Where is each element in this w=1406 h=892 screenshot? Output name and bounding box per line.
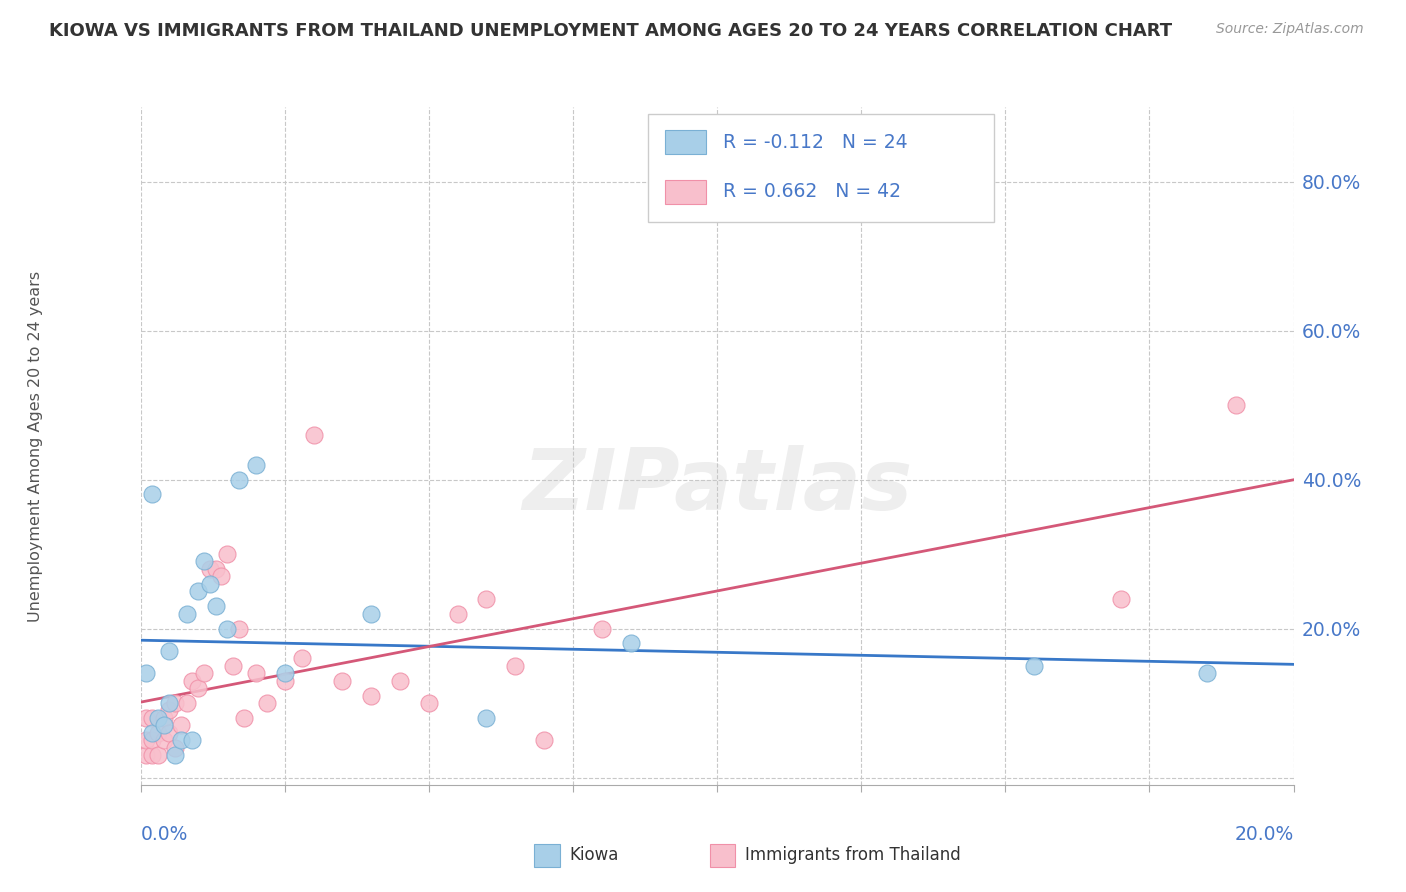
Point	[332, 673, 354, 688]
Text: 20.0%: 20.0%	[1234, 825, 1294, 844]
Point	[159, 726, 180, 740]
Text: 0.0%: 0.0%	[141, 825, 188, 844]
Text: ZIPatlas: ZIPatlas	[522, 445, 912, 528]
Point	[291, 651, 314, 665]
Point	[165, 740, 187, 755]
Point	[245, 458, 267, 472]
Point	[141, 733, 163, 747]
Point	[475, 591, 498, 606]
Point	[274, 673, 297, 688]
Point	[274, 666, 297, 681]
Point	[135, 666, 157, 681]
Point	[619, 636, 641, 650]
Text: Unemployment Among Ages 20 to 24 years: Unemployment Among Ages 20 to 24 years	[28, 270, 42, 622]
Point	[217, 547, 239, 561]
Point	[135, 748, 157, 763]
Point	[146, 711, 169, 725]
Point	[146, 748, 169, 763]
Point	[228, 622, 250, 636]
Point	[245, 666, 267, 681]
Point	[141, 726, 163, 740]
Point	[193, 554, 215, 568]
FancyBboxPatch shape	[648, 114, 994, 222]
Point	[1195, 666, 1218, 681]
Point	[193, 666, 215, 681]
Point	[152, 718, 174, 732]
Point	[152, 733, 174, 747]
Point	[447, 607, 470, 621]
Bar	[665, 130, 706, 154]
Point	[141, 748, 163, 763]
Point	[159, 703, 180, 717]
Point	[176, 696, 198, 710]
Point	[141, 487, 163, 501]
Point	[187, 681, 209, 695]
Point	[198, 577, 221, 591]
Text: Immigrants from Thailand: Immigrants from Thailand	[745, 847, 960, 864]
Text: R = -0.112   N = 24: R = -0.112 N = 24	[723, 133, 907, 152]
Point	[141, 711, 163, 725]
Point	[1109, 591, 1132, 606]
Point	[165, 748, 187, 763]
Point	[176, 607, 198, 621]
Point	[228, 473, 250, 487]
Point	[388, 673, 411, 688]
Point	[181, 733, 204, 747]
Point	[204, 562, 226, 576]
Point	[256, 696, 278, 710]
Point	[165, 696, 187, 710]
Point	[170, 733, 193, 747]
Point	[135, 711, 157, 725]
Point	[187, 584, 209, 599]
Point	[475, 711, 498, 725]
Point	[152, 711, 174, 725]
Point	[159, 644, 180, 658]
Point	[418, 696, 440, 710]
Point	[302, 427, 325, 442]
Point	[146, 726, 169, 740]
Point	[198, 562, 221, 576]
Point	[170, 718, 193, 732]
Point	[360, 607, 382, 621]
Point	[217, 622, 239, 636]
Point	[135, 733, 157, 747]
Point	[181, 673, 204, 688]
Point	[360, 689, 382, 703]
Text: R = 0.662   N = 42: R = 0.662 N = 42	[723, 182, 901, 202]
Point	[159, 696, 180, 710]
Point	[1225, 398, 1247, 412]
Point	[1024, 658, 1046, 673]
Point	[222, 658, 245, 673]
Point	[209, 569, 232, 583]
Point	[503, 658, 526, 673]
Text: Kiowa: Kiowa	[569, 847, 619, 864]
Point	[533, 733, 555, 747]
Point	[591, 622, 613, 636]
Bar	[665, 180, 706, 203]
Text: Source: ZipAtlas.com: Source: ZipAtlas.com	[1216, 22, 1364, 37]
Text: KIOWA VS IMMIGRANTS FROM THAILAND UNEMPLOYMENT AMONG AGES 20 TO 24 YEARS CORRELA: KIOWA VS IMMIGRANTS FROM THAILAND UNEMPL…	[49, 22, 1173, 40]
Point	[233, 711, 256, 725]
Point	[204, 599, 226, 614]
